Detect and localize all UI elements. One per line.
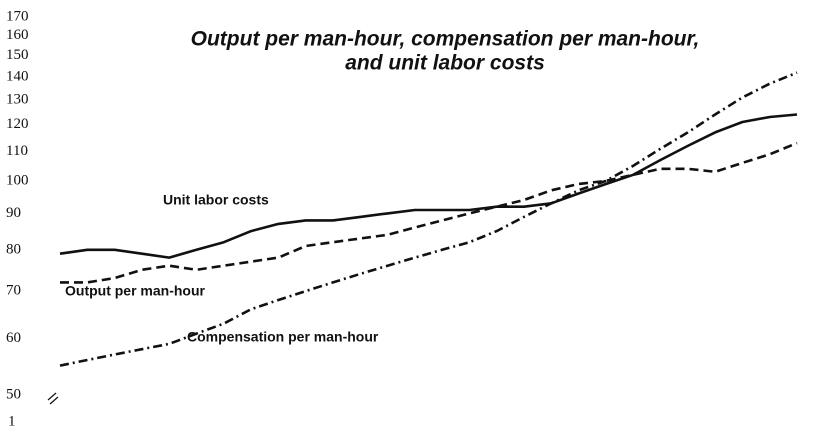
chart-title: and unit labor costs xyxy=(345,52,545,75)
y-tick-label: 90 xyxy=(6,205,21,221)
series-line xyxy=(59,71,798,367)
series-label: Unit labor costs xyxy=(163,192,269,208)
y-tick-label: 110 xyxy=(6,143,28,159)
series-label: Compensation per man-hour xyxy=(187,329,379,345)
chart-title: Output per man-hour, compensation per ma… xyxy=(191,28,700,51)
y-tick-label: 120 xyxy=(6,116,29,132)
series-line xyxy=(60,141,798,284)
y-tick-label: 100 xyxy=(6,172,29,188)
y-tick-label: 70 xyxy=(6,283,21,299)
y-tick-label: 50 xyxy=(6,386,21,402)
y-tick-label: 160 xyxy=(6,27,29,43)
series-line xyxy=(59,113,798,259)
series-label: Output per man-hour xyxy=(65,283,206,299)
y-tick-label: 140 xyxy=(6,68,29,84)
y-tick-label: 150 xyxy=(6,47,29,63)
y-tick-label: 170 xyxy=(6,8,29,24)
axis-break-label: 1 xyxy=(8,413,16,429)
axis-break xyxy=(47,392,59,405)
y-tick-label: 80 xyxy=(6,241,21,257)
y-tick-label: 130 xyxy=(6,91,29,107)
y-tick-label: 60 xyxy=(6,330,21,346)
